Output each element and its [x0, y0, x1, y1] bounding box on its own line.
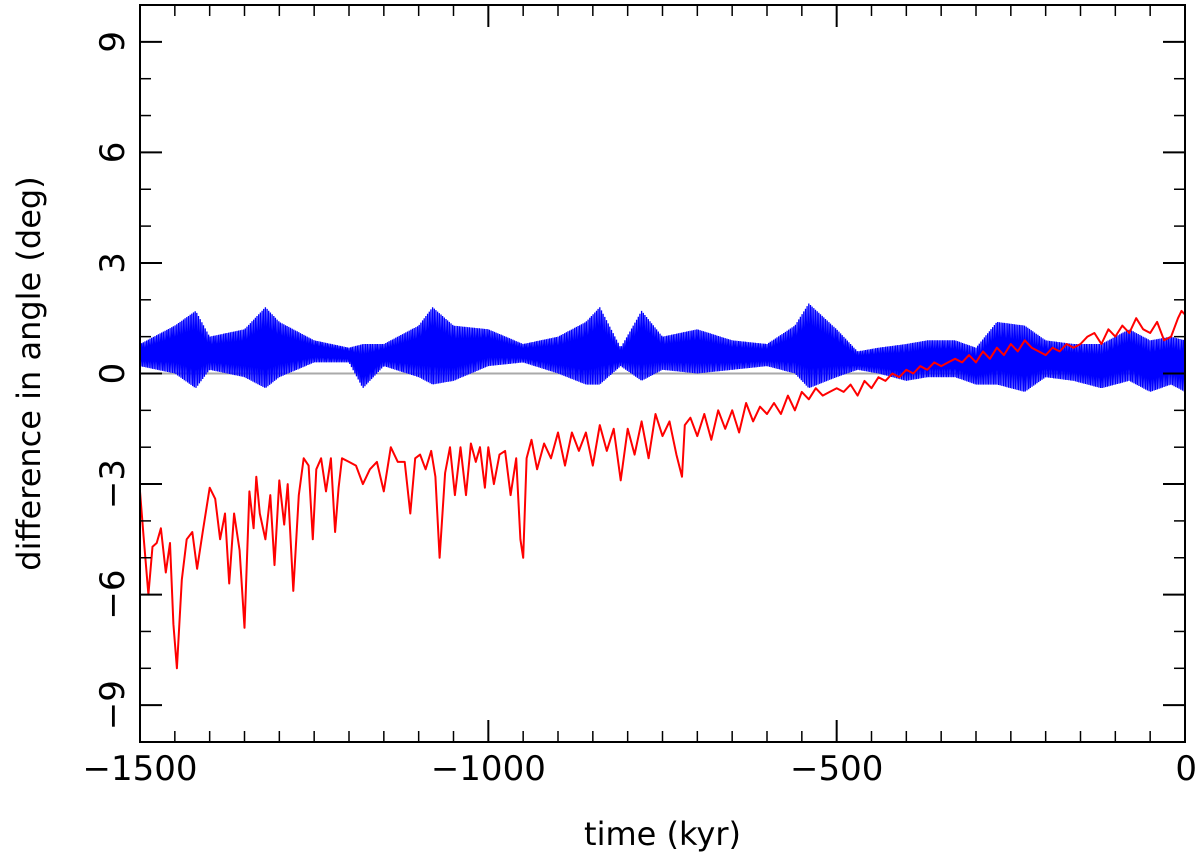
y-tick-label: 3 — [93, 252, 133, 274]
y-tick-label: 0 — [93, 363, 133, 385]
tick-layer: −9 −6 −3 0 3 6 9 −1500 −1000 −500 0 — [82, 4, 1197, 789]
series-red-line — [139, 309, 1186, 670]
y-tick-label: −3 — [93, 459, 133, 509]
x-axis-label: time (kyr) — [584, 815, 741, 853]
y-axis-label: difference in angle (deg) — [10, 176, 48, 570]
series-blue-line — [139, 303, 1185, 392]
y-tick-label: −6 — [93, 570, 133, 620]
y-tick-label: −9 — [93, 680, 133, 730]
x-tick-label: −1500 — [82, 749, 197, 789]
x-tick-label: −1000 — [431, 749, 546, 789]
y-tick-label: 6 — [93, 142, 133, 164]
y-tick-label: 9 — [93, 31, 133, 53]
x-tick-label: −500 — [790, 749, 883, 789]
series-layer — [139, 303, 1186, 670]
x-tick-label: 0 — [1175, 749, 1197, 789]
